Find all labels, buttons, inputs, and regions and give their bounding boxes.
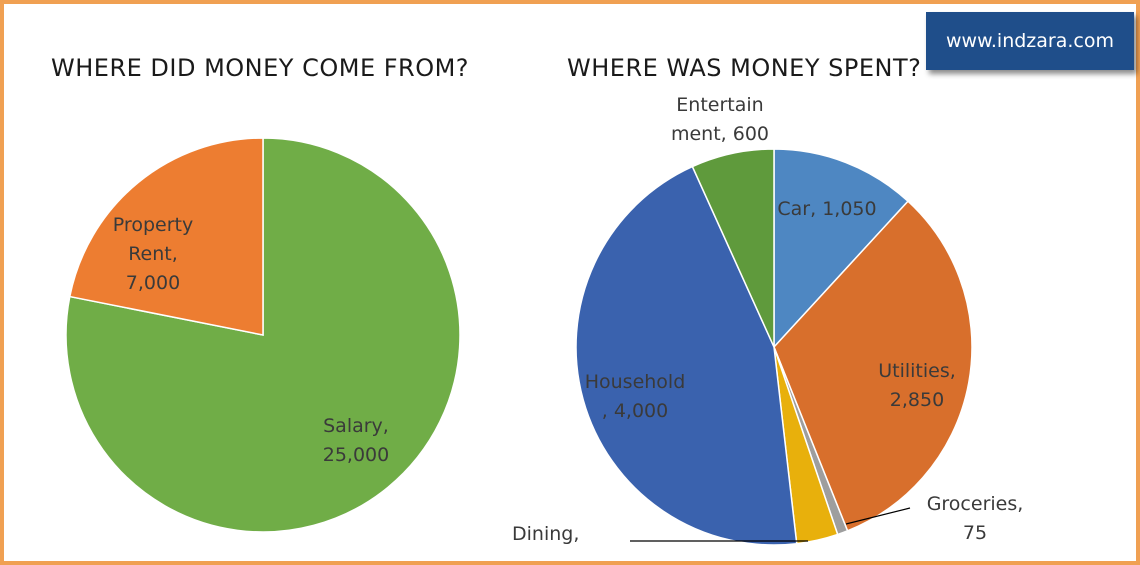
expense-label-groceries: Groceries, 75 [927, 493, 1024, 544]
expense-label-utilities: Utilities, 2,850 [878, 360, 956, 411]
expense-slice-utilities[interactable] [773, 200, 973, 532]
expense-slice-entertainment[interactable] [691, 148, 775, 348]
income-slice-property-rent[interactable] [68, 137, 264, 336]
income-slice-salary[interactable] [65, 137, 461, 533]
expense-leader-groceries [845, 507, 911, 525]
expense-label-car: Car, 1,050 [777, 198, 876, 220]
watermark-badge[interactable]: www.indzara.com [926, 12, 1134, 70]
expense-label-entertainment: Entertain ment, 600 [671, 94, 769, 145]
income-chart-title: WHERE DID MONEY COME FROM? [51, 54, 470, 82]
income-label-property-rent: Property Rent, 7,000 [113, 214, 193, 294]
expense-slice-car[interactable] [773, 148, 910, 349]
income-label-salary: Salary, 25,000 [323, 415, 389, 466]
expense-label-dining: Dining, [512, 523, 579, 545]
expense-slice-household[interactable] [575, 165, 798, 546]
expense-chart-title: WHERE WAS MONEY SPENT? [567, 54, 922, 82]
expense-label-household: Household, 4,000 [585, 371, 686, 422]
